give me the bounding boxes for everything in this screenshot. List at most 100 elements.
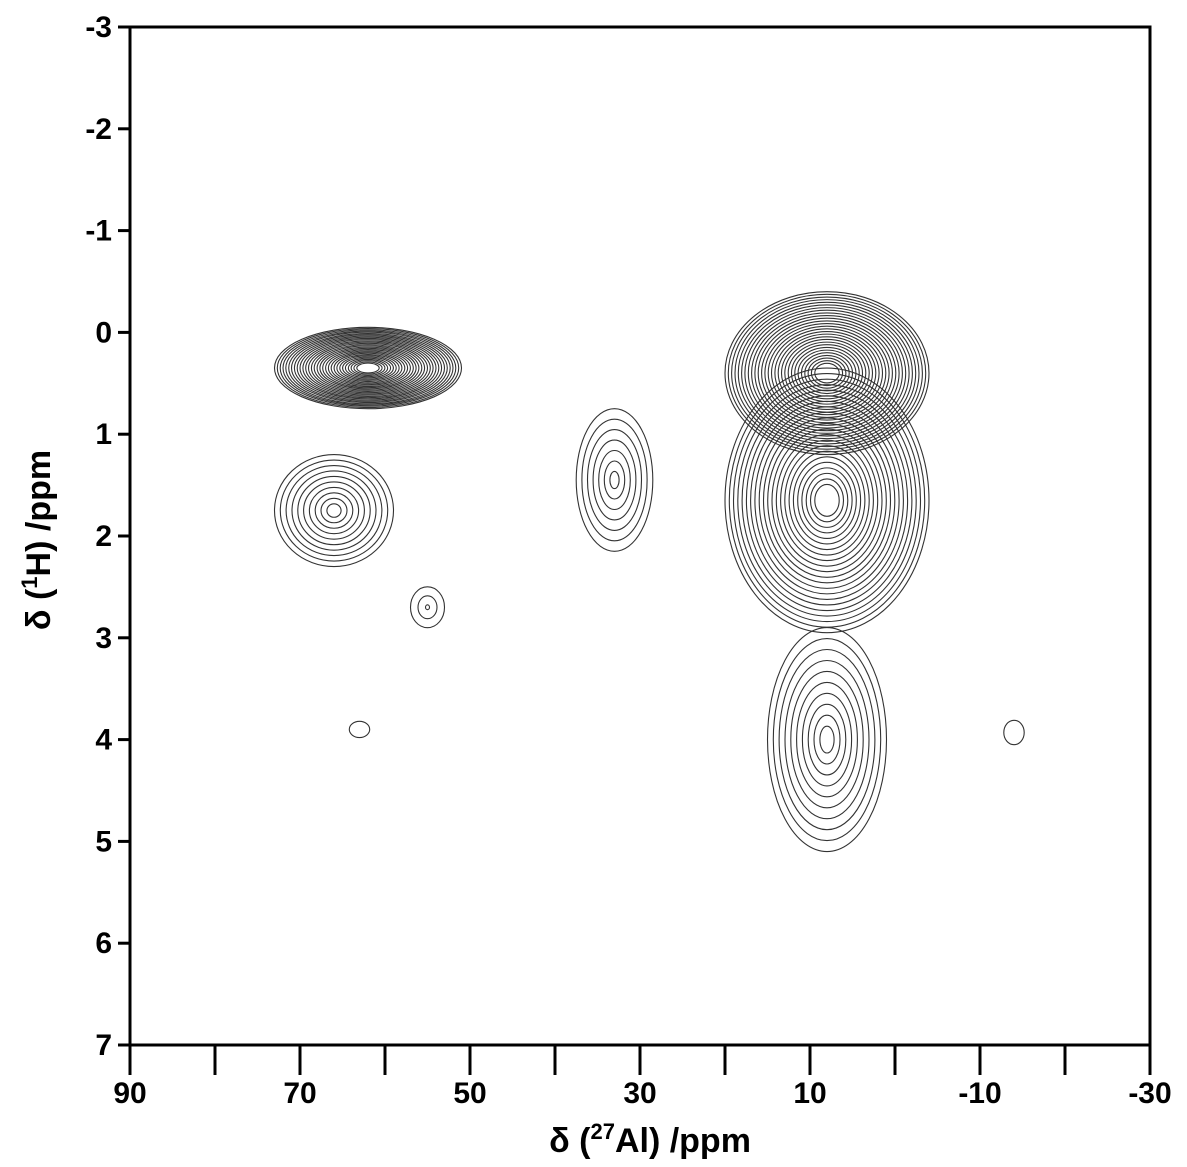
y-tick-label: 1 — [95, 418, 112, 451]
y-tick-label: -2 — [85, 113, 112, 146]
contour-line — [780, 439, 874, 562]
y-tick-label: 7 — [95, 1029, 112, 1062]
contour-line — [319, 346, 417, 390]
contour-line — [290, 334, 446, 402]
contour-line — [771, 428, 883, 573]
contour-line — [754, 314, 900, 432]
contour-lines — [273, 291, 1025, 853]
contour-line — [741, 389, 913, 612]
contour-line — [774, 330, 880, 416]
y-tick-label: -3 — [85, 11, 112, 44]
contour-line — [314, 492, 354, 529]
contour-line — [344, 357, 392, 379]
contour-line — [751, 312, 903, 434]
contour-line — [326, 503, 342, 518]
contour-line — [758, 411, 896, 589]
contour-line — [731, 296, 923, 450]
contour-line — [757, 317, 897, 429]
contour-line — [767, 325, 887, 421]
contour-line — [809, 478, 845, 523]
contour-line — [350, 360, 386, 376]
contour-line — [293, 335, 443, 401]
contour-line — [761, 320, 893, 426]
contour-line — [727, 293, 927, 453]
contour-line — [297, 475, 371, 546]
y-tick-label: 2 — [95, 520, 112, 553]
contour-line — [724, 367, 930, 634]
contour-line — [273, 453, 395, 568]
contour-line — [342, 356, 394, 380]
contour-line — [747, 309, 907, 437]
x-tick-label: 90 — [113, 1077, 146, 1110]
contour-line — [310, 342, 426, 394]
contour-line — [813, 714, 841, 765]
contour-line — [276, 327, 460, 409]
contour-line — [348, 720, 371, 739]
contour-line — [299, 337, 437, 399]
contour-line — [801, 467, 853, 534]
contour-line — [327, 350, 409, 386]
contour-line — [308, 486, 360, 535]
contour-line — [737, 301, 917, 445]
contour-line — [302, 339, 434, 397]
contour-line — [273, 326, 463, 410]
y-tick-label: 3 — [95, 622, 112, 655]
contour-line — [784, 445, 870, 556]
contour-line — [339, 355, 397, 381]
contour-line — [734, 299, 920, 448]
x-tick-label: 70 — [283, 1077, 316, 1110]
y-tick-label: 5 — [95, 825, 112, 858]
y-axis-ticks: -3 -2 -1 0 1 2 3 4 5 6 7 — [85, 11, 130, 1062]
contour-line — [325, 348, 411, 388]
contour-line — [307, 341, 429, 395]
contour-line — [291, 470, 377, 551]
contour-line — [285, 331, 451, 405]
contour-line — [762, 417, 892, 584]
contour-line — [322, 347, 414, 389]
contour-line — [784, 659, 870, 820]
contour-line — [353, 361, 383, 375]
y-tick-label: 4 — [95, 724, 112, 757]
contour-line — [288, 332, 448, 404]
contour-line — [814, 362, 840, 384]
contour-line — [766, 627, 888, 853]
contour-line — [737, 384, 917, 617]
contour-line — [794, 346, 860, 400]
contour-line — [347, 358, 389, 378]
contour-line — [819, 725, 835, 754]
contour-line — [807, 357, 847, 389]
contour-line — [732, 378, 922, 623]
contour-line — [316, 345, 420, 391]
contour-line — [592, 439, 637, 521]
contour-line — [303, 481, 365, 540]
contour-line — [282, 330, 454, 406]
contour-line — [804, 354, 850, 392]
contour-line — [797, 461, 857, 540]
x-tick-label: 10 — [793, 1077, 826, 1110]
x-tick-label: -30 — [1128, 1077, 1171, 1110]
contour-line — [336, 353, 400, 383]
contour-line — [356, 362, 380, 374]
contour-line — [780, 336, 874, 410]
contour-line — [750, 400, 904, 601]
contour-line — [609, 470, 620, 490]
contour-line — [586, 429, 643, 531]
contour-line — [778, 648, 876, 831]
x-tick-label: 30 — [623, 1077, 656, 1110]
y-axis-title: δ (1H) /ppm — [17, 450, 58, 630]
contour-line — [745, 395, 909, 606]
x-tick-label: 50 — [453, 1077, 486, 1110]
contour-line — [805, 472, 849, 528]
contour-line — [775, 434, 879, 567]
contour-line — [603, 460, 626, 500]
x-axis-ticks: 90 70 50 30 10 -10 -30 — [113, 1045, 1172, 1110]
contour-line — [279, 329, 457, 407]
contour-line — [320, 497, 348, 524]
contour-line — [279, 459, 389, 562]
contour-line — [792, 456, 862, 545]
contour-line — [814, 483, 840, 517]
contour-line — [330, 351, 406, 385]
contour-line — [807, 703, 847, 776]
contour-line — [788, 450, 866, 551]
contour-line — [581, 418, 648, 542]
